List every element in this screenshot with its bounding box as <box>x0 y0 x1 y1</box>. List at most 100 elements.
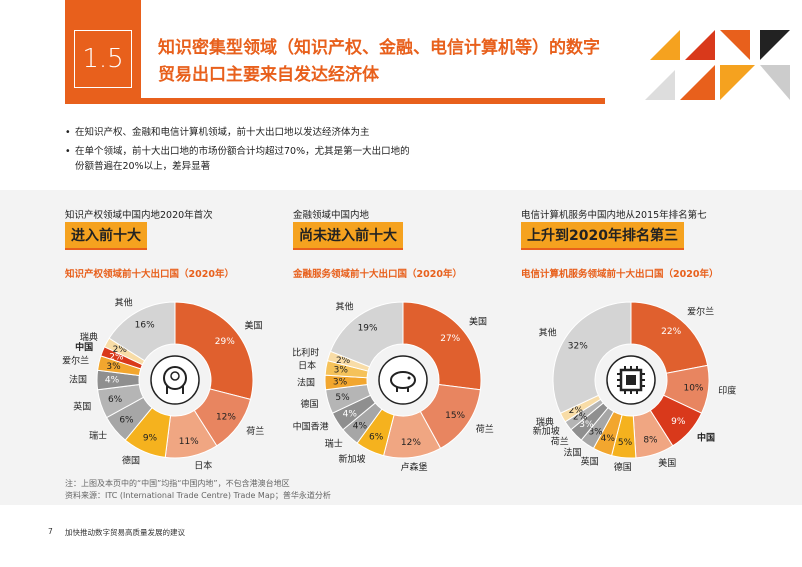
donut-chart: 22% 爱尔兰 10% 印度 9% 中国 8% 美国 5% 德国 4% 英国 3% 法国 3% 荷兰 2% 新加坡… <box>533 301 736 473</box>
value-label: 3% <box>106 362 121 372</box>
value-label: 2% <box>336 356 351 366</box>
value-label: 19% <box>358 323 378 333</box>
center-icon <box>163 366 187 394</box>
category-label: 新加坡 <box>339 453 366 465</box>
category-label: 荷兰 <box>476 423 494 435</box>
category-label: 爱尔兰 <box>687 306 714 318</box>
value-label: 4% <box>353 421 368 431</box>
value-label: 6% <box>119 416 134 426</box>
note: 注：上图及本页中的“中国”均指“中国内地”，不包含港澳台地区 <box>65 479 290 488</box>
chart-badge: 上升到2020年排名第三 <box>521 222 684 250</box>
value-label: 6% <box>108 395 123 405</box>
chart-title: 金融服务领域前十大出口国（2020年） <box>293 269 462 280</box>
category-label: 美国 <box>469 315 487 327</box>
chart-badge: 进入前十大 <box>65 222 147 250</box>
value-label: 3% <box>579 420 594 430</box>
decoration <box>645 30 790 100</box>
value-label: 22% <box>661 327 681 337</box>
value-label: 12% <box>216 413 236 423</box>
category-label: 法国 <box>69 374 87 386</box>
section-number: 1.5 <box>74 30 132 88</box>
value-label: 9% <box>671 417 686 427</box>
donut-slice <box>552 301 632 414</box>
value-label: 10% <box>683 383 703 393</box>
bullet: 在单个领域，前十大出口地的市场份额合计均超过70%，尤其是第一大出口地的份额普遍… <box>65 144 415 174</box>
value-label: 6% <box>369 433 384 443</box>
value-label: 2% <box>109 352 124 362</box>
category-label: 中国 <box>697 432 715 444</box>
category-label: 瑞典 <box>536 416 554 428</box>
chart-title: 知识产权领域前十大出口国（2020年） <box>65 269 234 280</box>
category-label: 美国 <box>245 320 263 332</box>
value-label: 11% <box>179 437 199 447</box>
category-label: 印度 <box>718 385 736 397</box>
category-label: 荷兰 <box>246 425 264 437</box>
header-rule <box>65 98 605 104</box>
value-label: 32% <box>568 342 588 352</box>
chart-title: 电信计算机服务领域前十大出口国（2020年） <box>521 269 719 280</box>
category-label: 德国 <box>122 454 140 466</box>
category-label: 瑞典 <box>80 331 98 343</box>
chart-badge: 尚未进入前十大 <box>293 222 403 250</box>
donut-slice <box>174 301 254 401</box>
category-label: 法国 <box>564 446 582 458</box>
category-label: 美国 <box>658 457 676 469</box>
title-line: 知识密集型领域（知识产权、金融、电信计算机等）的数字 <box>158 38 600 58</box>
category-label: 日本 <box>298 360 316 372</box>
page-title: 知识密集型领域（知识产权、金融、电信计算机等）的数字 贸易出口主要来自发达经济体 <box>158 35 628 89</box>
center-icon <box>617 366 645 394</box>
category-label: 中国香港 <box>293 421 329 433</box>
value-label: 2% <box>573 413 588 423</box>
category-label: 爱尔兰 <box>62 354 89 366</box>
footer-text: 加快推动数字贸易高质量发展的建议 <box>65 528 185 537</box>
section-box <box>65 0 141 100</box>
donut-chart: 27% 美国 15% 荷兰 12% 卢森堡 6%新加坡 4% 瑞士 4% 中国香港 5% 德国 3% 法国 3… <box>292 301 494 473</box>
category-label: 日本 <box>194 459 212 471</box>
note: 资料来源：ITC (International Trade Centre) Tr… <box>65 491 331 500</box>
title-line: 贸易出口主要来自发达经济体 <box>158 65 379 85</box>
category-label: 其他 <box>336 301 354 313</box>
value-label: 4% <box>105 376 120 386</box>
category-label: 荷兰 <box>551 436 569 448</box>
value-label: 5% <box>335 393 350 403</box>
value-label: 27% <box>440 334 460 344</box>
value-label: 3% <box>333 377 348 387</box>
value-label: 3% <box>334 366 349 376</box>
donut-slice <box>402 301 482 391</box>
donut-center <box>378 355 428 405</box>
value-label: 8% <box>643 435 658 445</box>
chart-caption: 金融领域中国内地 <box>293 210 370 221</box>
chart-caption: 电信计算机服务中国内地从2015年排名第七 <box>521 210 707 221</box>
category-label: 瑞士 <box>325 438 343 450</box>
donut-slice <box>630 301 709 374</box>
center-icon <box>390 371 416 392</box>
category-label: 德国 <box>300 398 318 410</box>
bullet: 在知识产权、金融和电信计算机领域，前十大出口地以发达经济体为主 <box>65 125 415 140</box>
donut-slice <box>329 301 404 368</box>
page-number: 7 <box>48 527 53 536</box>
category-label: 卢森堡 <box>401 461 428 473</box>
value-label: 3% <box>588 428 603 438</box>
category-label: 法国 <box>297 376 315 388</box>
donut-slice <box>108 301 176 362</box>
value-label: 5% <box>618 438 633 448</box>
category-label: 其他 <box>539 326 557 338</box>
donut-chart: 29% 美国 12% 荷兰 11% 日本 9% 德国 6% 瑞士 6% 英国 4% 法国 3% 爱尔兰 2% 中国… <box>62 296 264 471</box>
value-label: 12% <box>401 438 421 448</box>
value-label: 4% <box>601 434 616 444</box>
value-label: 2% <box>113 345 128 355</box>
category-label: 其他 <box>115 296 133 308</box>
category-label: 比利时 <box>292 346 319 358</box>
value-label: 9% <box>143 433 158 443</box>
value-label: 16% <box>135 320 155 330</box>
category-label: 英国 <box>581 455 599 467</box>
value-label: 4% <box>343 409 358 419</box>
category-label: 瑞士 <box>89 430 107 442</box>
category-label: 中国 <box>75 341 93 353</box>
value-label: 29% <box>215 337 235 347</box>
category-label: 新加坡 <box>533 425 560 437</box>
category-label: 德国 <box>614 461 632 473</box>
category-label: 英国 <box>73 401 91 413</box>
chart-caption: 知识产权领域中国内地2020年首次 <box>65 210 213 221</box>
